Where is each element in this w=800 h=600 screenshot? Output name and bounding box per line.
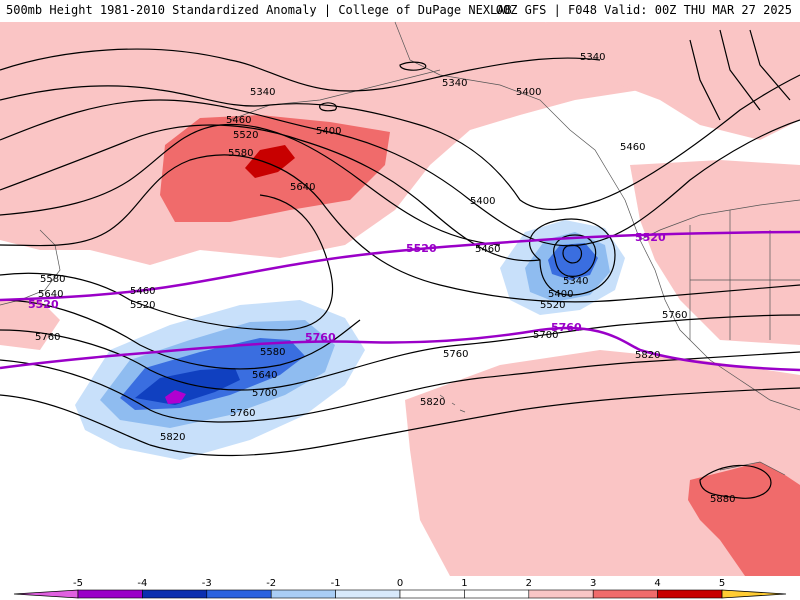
colorbar-segment	[464, 589, 530, 599]
contour-label: 5880	[710, 494, 735, 505]
contour-label: 5460	[130, 286, 155, 297]
contour-label: 5580	[260, 347, 285, 358]
colorbar-segment	[592, 589, 658, 599]
contour-label: 5400	[548, 289, 573, 300]
highlight-label: 5760	[305, 331, 336, 344]
map-title: 500mb Height 1981-2010 Standardized Anom…	[6, 3, 512, 17]
colorbar-tick-label: 4	[654, 578, 660, 589]
colorbar-left-arrow	[13, 589, 79, 599]
colorbar-tick-label: 2	[526, 578, 532, 589]
colorbar-segment	[657, 589, 723, 599]
colorbar-segment	[528, 589, 594, 599]
contour-label: 5760	[443, 349, 468, 360]
colorbar-segment	[77, 589, 143, 599]
colorbar-tick-label: -2	[266, 578, 276, 589]
contour-label: 5520	[540, 300, 565, 311]
contour-label: 5400	[316, 126, 341, 137]
highlight-label: 5760	[551, 321, 582, 334]
contour-label: 5580	[40, 274, 65, 285]
colorbar-segment	[335, 589, 401, 599]
contour-label: 5760	[230, 408, 255, 419]
contour-label: 5460	[475, 244, 500, 255]
anomaly-map: 5340 5340 5340 5340 5400 5400 5400 5400 …	[0, 20, 800, 576]
contour-label: 5340	[250, 87, 275, 98]
highlight-label: 5520	[406, 242, 437, 255]
colorbar-segment	[399, 589, 465, 599]
contour-label: 5640	[252, 370, 277, 381]
map-header: 500mb Height 1981-2010 Standardized Anom…	[0, 0, 800, 21]
contour-label: 5460	[226, 115, 251, 126]
highlight-contours	[0, 230, 800, 372]
colorbar-right-arrow	[721, 589, 787, 599]
contour-label: 5520	[233, 130, 258, 141]
contour-label: 5700	[252, 388, 277, 399]
colorbar-tick-label: 1	[461, 578, 467, 589]
highlight-label: 5520	[28, 298, 59, 311]
contour-label: 5820	[160, 432, 185, 443]
negative-anomaly-shading	[75, 220, 625, 460]
contour-label: 5760	[35, 332, 60, 343]
contour-labels: 5340 5340 5340 5340 5400 5400 5400 5400 …	[35, 52, 735, 505]
colorbar-tick-label: -1	[331, 578, 341, 589]
contour-label: 5340	[563, 276, 588, 287]
contour-label: 5460	[620, 142, 645, 153]
colorbar-tick-label: -4	[137, 578, 147, 589]
colorbar-segment	[270, 589, 336, 599]
highlight-label: 5520	[635, 231, 666, 244]
contour-label: 5580	[228, 148, 253, 159]
contour-label: 5760	[662, 310, 687, 321]
colorbar-segment	[142, 589, 208, 599]
contour-label: 5820	[420, 397, 445, 408]
contour-label: 5640	[290, 182, 315, 193]
colorbar-tick-label: 0	[397, 578, 403, 589]
contour-label: 5820	[635, 350, 660, 361]
anomaly-colorbar: -5 -4 -3 -2 -1 0 1 2 3 4 5	[0, 576, 800, 600]
contour-label: 5400	[470, 196, 495, 207]
colorbar-tick-label: 3	[590, 578, 596, 589]
colorbar-tick-label: 5	[719, 578, 725, 589]
colorbar-segment	[206, 589, 272, 599]
positive-anomaly-shading	[0, 22, 800, 576]
run-info: 00Z GFS | F048 Valid: 00Z THU MAR 27 202…	[495, 3, 792, 17]
height-contours	[0, 29, 800, 499]
contour-label: 5340	[442, 78, 467, 89]
colorbar-tick-label: -3	[202, 578, 212, 589]
highlight-labels: 5520 5520 5520 5760 5760	[28, 231, 666, 344]
contour-label: 5640	[38, 289, 63, 300]
colorbar-tick-label: -5	[73, 578, 83, 589]
contour-label: 5520	[130, 300, 155, 311]
contour-label: 5700	[533, 330, 558, 341]
contour-label: 5340	[580, 52, 605, 63]
coastlines	[0, 21, 800, 476]
contour-label: 5400	[516, 87, 541, 98]
